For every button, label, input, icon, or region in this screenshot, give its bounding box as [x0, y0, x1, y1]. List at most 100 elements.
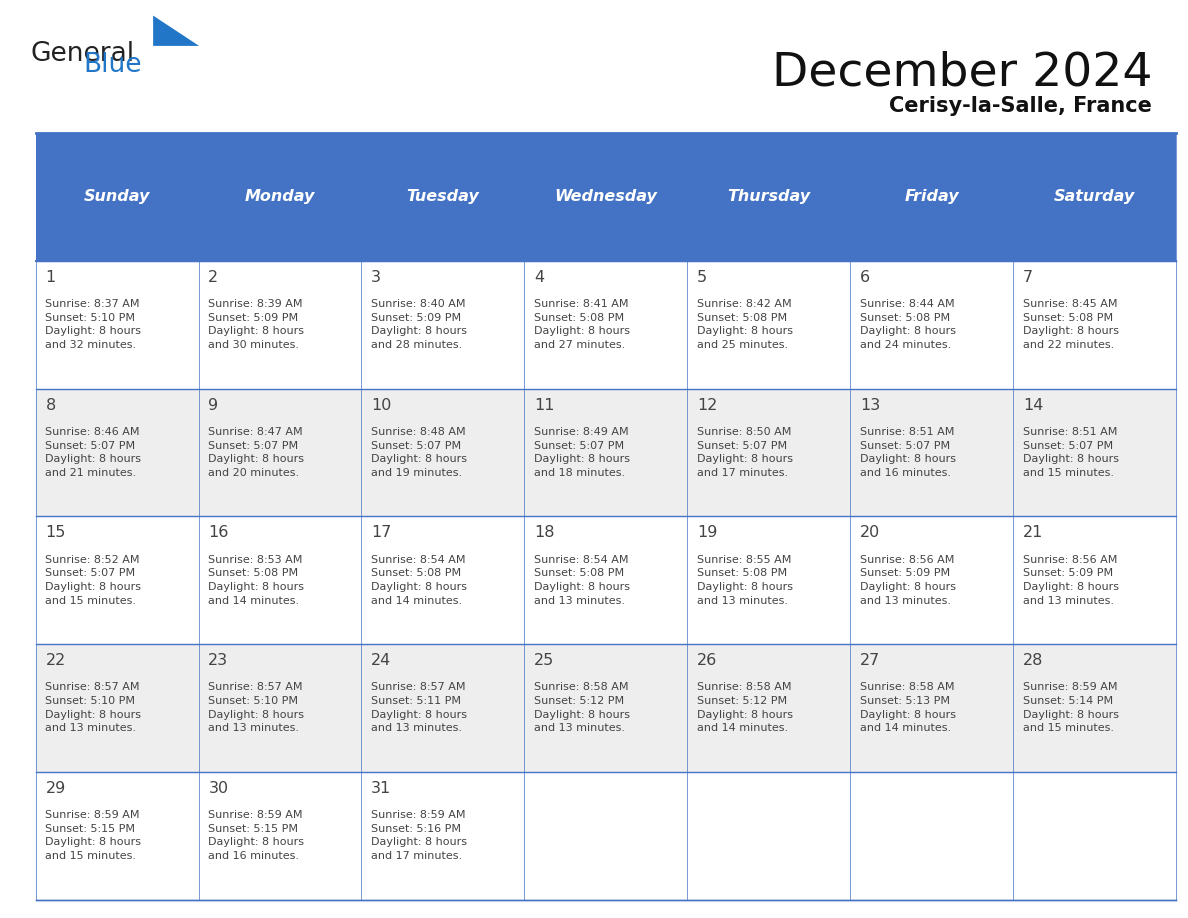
Text: 16: 16 — [208, 525, 229, 541]
Text: Sunrise: 8:42 AM
Sunset: 5:08 PM
Daylight: 8 hours
and 25 minutes.: Sunrise: 8:42 AM Sunset: 5:08 PM Dayligh… — [697, 299, 794, 350]
Bar — [36, 516, 198, 644]
Text: 1: 1 — [45, 270, 56, 285]
Text: Blue: Blue — [83, 52, 143, 78]
Bar — [524, 261, 688, 388]
Text: Sunrise: 8:46 AM
Sunset: 5:07 PM
Daylight: 8 hours
and 21 minutes.: Sunrise: 8:46 AM Sunset: 5:07 PM Dayligh… — [45, 427, 141, 477]
Text: 20: 20 — [860, 525, 880, 541]
Bar — [524, 388, 688, 516]
Bar — [524, 516, 688, 644]
Bar — [688, 644, 851, 772]
Text: Sunrise: 8:47 AM
Sunset: 5:07 PM
Daylight: 8 hours
and 20 minutes.: Sunrise: 8:47 AM Sunset: 5:07 PM Dayligh… — [208, 427, 304, 477]
Bar — [1013, 133, 1176, 261]
Text: Sunrise: 8:52 AM
Sunset: 5:07 PM
Daylight: 8 hours
and 15 minutes.: Sunrise: 8:52 AM Sunset: 5:07 PM Dayligh… — [45, 554, 141, 606]
Bar — [688, 261, 851, 388]
Bar — [851, 644, 1013, 772]
Text: Sunrise: 8:48 AM
Sunset: 5:07 PM
Daylight: 8 hours
and 19 minutes.: Sunrise: 8:48 AM Sunset: 5:07 PM Dayligh… — [372, 427, 467, 477]
Bar — [198, 644, 361, 772]
Text: Sunrise: 8:56 AM
Sunset: 5:09 PM
Daylight: 8 hours
and 13 minutes.: Sunrise: 8:56 AM Sunset: 5:09 PM Dayligh… — [860, 554, 956, 606]
Text: 22: 22 — [45, 653, 65, 668]
Text: Sunrise: 8:51 AM
Sunset: 5:07 PM
Daylight: 8 hours
and 15 minutes.: Sunrise: 8:51 AM Sunset: 5:07 PM Dayligh… — [1023, 427, 1119, 477]
Text: 10: 10 — [372, 397, 392, 412]
Text: 7: 7 — [1023, 270, 1034, 285]
Bar — [851, 388, 1013, 516]
Text: Thursday: Thursday — [727, 189, 810, 205]
Bar — [36, 644, 198, 772]
Text: Sunrise: 8:56 AM
Sunset: 5:09 PM
Daylight: 8 hours
and 13 minutes.: Sunrise: 8:56 AM Sunset: 5:09 PM Dayligh… — [1023, 554, 1119, 606]
Text: Sunrise: 8:54 AM
Sunset: 5:08 PM
Daylight: 8 hours
and 13 minutes.: Sunrise: 8:54 AM Sunset: 5:08 PM Dayligh… — [535, 554, 630, 606]
Text: Sunrise: 8:44 AM
Sunset: 5:08 PM
Daylight: 8 hours
and 24 minutes.: Sunrise: 8:44 AM Sunset: 5:08 PM Dayligh… — [860, 299, 956, 350]
Text: Sunrise: 8:50 AM
Sunset: 5:07 PM
Daylight: 8 hours
and 17 minutes.: Sunrise: 8:50 AM Sunset: 5:07 PM Dayligh… — [697, 427, 794, 477]
Text: Sunrise: 8:57 AM
Sunset: 5:10 PM
Daylight: 8 hours
and 13 minutes.: Sunrise: 8:57 AM Sunset: 5:10 PM Dayligh… — [208, 682, 304, 733]
Text: Wednesday: Wednesday — [555, 189, 657, 205]
Text: 30: 30 — [208, 781, 228, 796]
Text: 15: 15 — [45, 525, 65, 541]
Text: Sunrise: 8:53 AM
Sunset: 5:08 PM
Daylight: 8 hours
and 14 minutes.: Sunrise: 8:53 AM Sunset: 5:08 PM Dayligh… — [208, 554, 304, 606]
Bar — [361, 772, 524, 900]
Text: Sunrise: 8:45 AM
Sunset: 5:08 PM
Daylight: 8 hours
and 22 minutes.: Sunrise: 8:45 AM Sunset: 5:08 PM Dayligh… — [1023, 299, 1119, 350]
Text: Tuesday: Tuesday — [406, 189, 479, 205]
Bar — [198, 516, 361, 644]
Bar — [1013, 516, 1176, 644]
Text: Sunrise: 8:40 AM
Sunset: 5:09 PM
Daylight: 8 hours
and 28 minutes.: Sunrise: 8:40 AM Sunset: 5:09 PM Dayligh… — [372, 299, 467, 350]
Text: 3: 3 — [372, 270, 381, 285]
Text: 25: 25 — [535, 653, 555, 668]
Text: 26: 26 — [697, 653, 718, 668]
Bar — [198, 133, 361, 261]
Bar — [361, 261, 524, 388]
Text: 2: 2 — [208, 270, 219, 285]
Bar — [688, 516, 851, 644]
Text: 19: 19 — [697, 525, 718, 541]
Bar — [198, 772, 361, 900]
Text: General: General — [30, 41, 134, 67]
Bar — [1013, 644, 1176, 772]
Text: 28: 28 — [1023, 653, 1043, 668]
Bar — [688, 133, 851, 261]
Bar — [851, 133, 1013, 261]
Text: Sunrise: 8:39 AM
Sunset: 5:09 PM
Daylight: 8 hours
and 30 minutes.: Sunrise: 8:39 AM Sunset: 5:09 PM Dayligh… — [208, 299, 304, 350]
Text: 17: 17 — [372, 525, 392, 541]
Text: 27: 27 — [860, 653, 880, 668]
Text: Sunrise: 8:54 AM
Sunset: 5:08 PM
Daylight: 8 hours
and 14 minutes.: Sunrise: 8:54 AM Sunset: 5:08 PM Dayligh… — [372, 554, 467, 606]
Bar — [1013, 772, 1176, 900]
Text: Sunrise: 8:57 AM
Sunset: 5:10 PM
Daylight: 8 hours
and 13 minutes.: Sunrise: 8:57 AM Sunset: 5:10 PM Dayligh… — [45, 682, 141, 733]
Text: 5: 5 — [697, 270, 707, 285]
Text: Sunrise: 8:58 AM
Sunset: 5:12 PM
Daylight: 8 hours
and 14 minutes.: Sunrise: 8:58 AM Sunset: 5:12 PM Dayligh… — [697, 682, 794, 733]
Bar — [36, 133, 198, 261]
Text: Sunrise: 8:51 AM
Sunset: 5:07 PM
Daylight: 8 hours
and 16 minutes.: Sunrise: 8:51 AM Sunset: 5:07 PM Dayligh… — [860, 427, 956, 477]
Polygon shape — [153, 16, 200, 46]
Bar — [524, 772, 688, 900]
Bar — [198, 388, 361, 516]
Text: 11: 11 — [535, 397, 555, 412]
Text: 29: 29 — [45, 781, 65, 796]
Bar — [688, 772, 851, 900]
Text: Sunrise: 8:49 AM
Sunset: 5:07 PM
Daylight: 8 hours
and 18 minutes.: Sunrise: 8:49 AM Sunset: 5:07 PM Dayligh… — [535, 427, 630, 477]
Bar — [1013, 261, 1176, 388]
Text: 31: 31 — [372, 781, 392, 796]
Bar — [524, 133, 688, 261]
Bar — [198, 261, 361, 388]
Text: 12: 12 — [697, 397, 718, 412]
Text: Sunrise: 8:55 AM
Sunset: 5:08 PM
Daylight: 8 hours
and 13 minutes.: Sunrise: 8:55 AM Sunset: 5:08 PM Dayligh… — [697, 554, 794, 606]
Text: 6: 6 — [860, 270, 870, 285]
Text: Sunday: Sunday — [84, 189, 151, 205]
Bar — [524, 644, 688, 772]
Bar — [36, 261, 198, 388]
Text: Sunrise: 8:57 AM
Sunset: 5:11 PM
Daylight: 8 hours
and 13 minutes.: Sunrise: 8:57 AM Sunset: 5:11 PM Dayligh… — [372, 682, 467, 733]
Bar — [36, 772, 198, 900]
Text: 21: 21 — [1023, 525, 1043, 541]
Text: Sunrise: 8:59 AM
Sunset: 5:15 PM
Daylight: 8 hours
and 15 minutes.: Sunrise: 8:59 AM Sunset: 5:15 PM Dayligh… — [45, 811, 141, 861]
Text: 13: 13 — [860, 397, 880, 412]
Text: Sunrise: 8:59 AM
Sunset: 5:16 PM
Daylight: 8 hours
and 17 minutes.: Sunrise: 8:59 AM Sunset: 5:16 PM Dayligh… — [372, 811, 467, 861]
Text: 8: 8 — [45, 397, 56, 412]
Bar — [688, 388, 851, 516]
Text: 18: 18 — [535, 525, 555, 541]
Bar — [361, 644, 524, 772]
Text: 9: 9 — [208, 397, 219, 412]
Text: 23: 23 — [208, 653, 228, 668]
Text: Monday: Monday — [245, 189, 315, 205]
Text: 24: 24 — [372, 653, 392, 668]
Bar — [361, 516, 524, 644]
Text: Saturday: Saturday — [1054, 189, 1136, 205]
Text: Friday: Friday — [904, 189, 959, 205]
Text: Sunrise: 8:59 AM
Sunset: 5:14 PM
Daylight: 8 hours
and 15 minutes.: Sunrise: 8:59 AM Sunset: 5:14 PM Dayligh… — [1023, 682, 1119, 733]
